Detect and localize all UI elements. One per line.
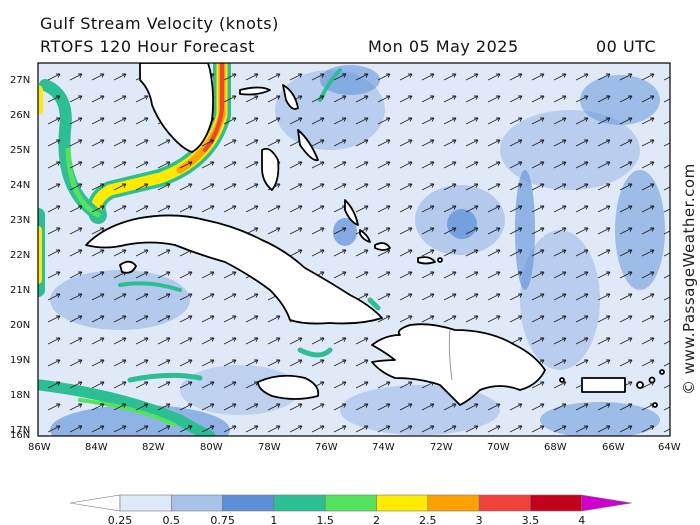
forecast-date: Mon 05 May 2025 [368,37,519,56]
colorbar-swatch [478,494,531,512]
islet [652,402,658,408]
islet [648,376,656,384]
lon-label: 70W [487,442,510,453]
map-frame [37,62,671,437]
colorbar-swatch [222,494,275,512]
colorbar: 0.25 0.5 0.75 1 1.5 2 2.5 3 3.5 4 [69,494,632,525]
colorbar-label: 2.5 [419,514,437,525]
colorbar-label: 3 [476,514,483,525]
lat-axis: 27N 26N 25N 24N 23N 22N 21N 20N 19N 18N … [10,75,30,441]
lat-label: 27N [10,75,30,86]
lon-label: 86W [28,442,51,453]
lat-label: 22N [10,250,30,261]
colorbar-swatch [530,494,583,512]
florida-land [139,63,215,153]
watermark-text: © www.PassageWeather.com [680,163,698,395]
jamaica-land [257,374,320,400]
colorbar-arrow-low [69,494,121,512]
lat-label: 24N [10,180,30,191]
lon-label: 68W [544,442,567,453]
islet [636,381,644,389]
lon-label: 76W [315,442,338,453]
lon-label: 66W [602,442,625,453]
lat-label: 23N [10,215,30,226]
colorbar-label: 4 [578,514,585,525]
lon-label: 72W [430,442,453,453]
colorbar-swatch [171,494,223,512]
land [85,63,665,408]
map-title: Gulf Stream Velocity (knots) [40,14,279,33]
long-island-land [344,199,359,226]
colorbar-swatch [324,494,377,512]
lat-label: 20N [10,320,30,331]
lon-label: 84W [85,442,108,453]
lat-label: 26N [10,110,30,121]
lat-label: 25N [10,145,30,156]
lon-axis: 86W 84W 82W 80W 78W 76W 74W 72W 70W 68W … [28,442,681,453]
current-vectors [38,63,670,436]
lon-label: 64W [658,442,681,453]
puerto-rico-land [581,377,626,393]
grand-bahama-land [239,86,271,96]
forecast-label: RTOFS 120 Hour Forecast [40,37,255,56]
lat-label: 19N [10,355,30,366]
andros-land [261,147,280,191]
abaco-land [282,84,299,110]
lon-label: 78W [258,442,281,453]
islet [559,377,565,383]
lat-label: 21N [10,285,30,296]
haiti-dr-border [448,329,453,381]
lon-label: 74W [372,442,395,453]
hispaniola-land [371,323,546,406]
lat-label: 16N [10,430,30,441]
isla-juventud-land [119,260,137,274]
forecast-time: 00 UTC [596,37,657,56]
colorbar-swatch [273,494,326,512]
colorbar-swatch [119,494,172,512]
islet [659,369,665,375]
islet [437,257,443,263]
colorbar-swatch [376,494,429,512]
colorbar-label: 3.5 [522,514,540,525]
colorbar-label: 0.5 [163,514,181,525]
colorbar-arrow-high [581,494,632,512]
lat-label: 17N [10,425,30,436]
lat-label: 18N [10,390,30,401]
colorbar-label: 2 [373,514,380,525]
lon-label: 80W [200,442,223,453]
colorbar-label: 1.5 [316,514,334,525]
cuba-land [85,214,383,325]
map-area [38,63,670,436]
inagua-land [374,242,391,251]
eleuthera-land [297,129,319,162]
colorbar-label: 0.25 [108,514,133,525]
colorbar-label: 0.75 [210,514,235,525]
lon-label: 82W [142,442,165,453]
turks-caicos-land [417,256,436,265]
acklins-land [359,229,371,243]
colorbar-label: 1 [270,514,277,525]
colorbar-swatch [427,494,480,512]
